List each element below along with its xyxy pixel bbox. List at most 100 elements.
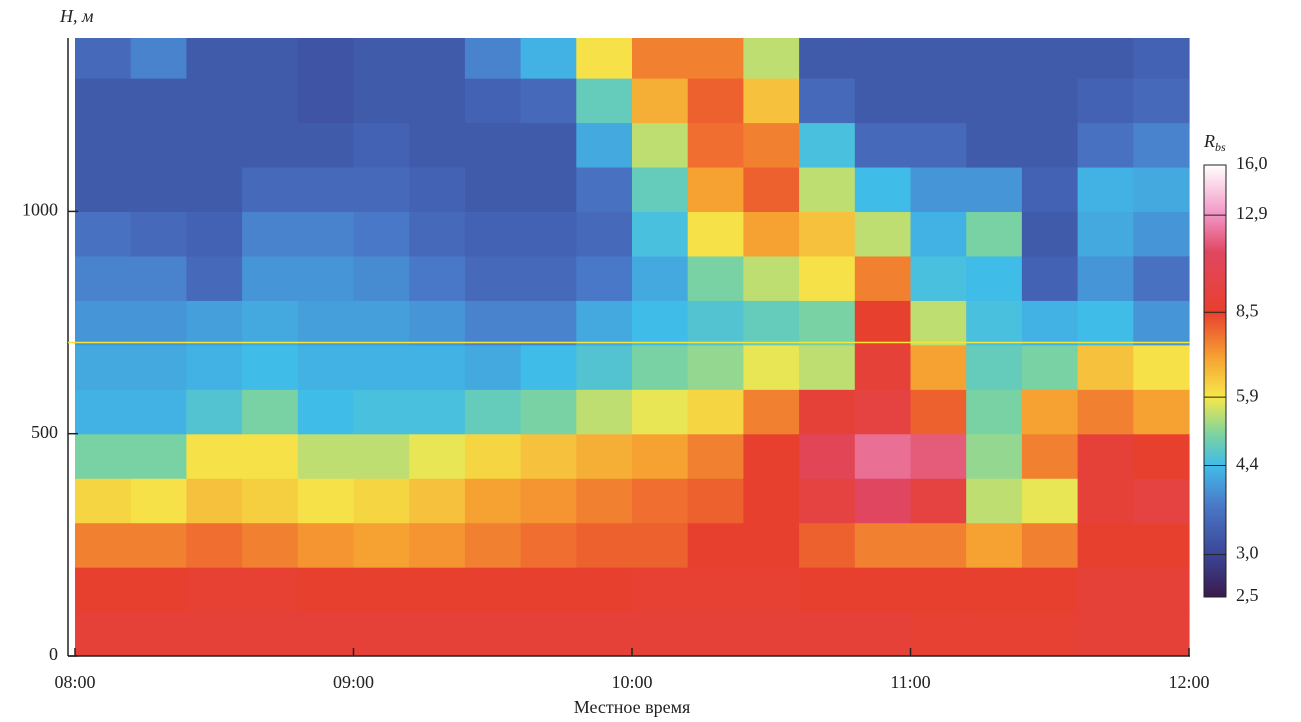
- heatmap-cell: [242, 122, 299, 168]
- y-tick-label: 1000: [22, 200, 58, 220]
- heatmap-cell: [854, 567, 912, 613]
- heatmap-cell: [520, 38, 577, 79]
- heatmap-cell: [297, 211, 355, 257]
- heatmap-cell: [242, 166, 299, 212]
- heatmap-cell: [409, 38, 466, 79]
- heatmap-cell: [910, 389, 967, 435]
- heatmap-cell: [576, 611, 633, 656]
- heatmap-cell: [297, 78, 355, 124]
- heatmap-cell: [75, 611, 132, 656]
- heatmap-cell: [632, 522, 689, 568]
- heatmap-cell: [632, 433, 689, 479]
- colorbar-label-sub: bs: [1215, 140, 1226, 154]
- heatmap-cell: [409, 300, 466, 346]
- heatmap-cell: [1021, 389, 1079, 435]
- heatmap-cell: [576, 255, 633, 301]
- heatmap-cell: [75, 522, 132, 568]
- heatmap-cell: [353, 522, 410, 568]
- heatmap-cell: [966, 389, 1023, 435]
- heatmap-cell: [743, 611, 800, 656]
- heatmap-cell: [186, 38, 243, 79]
- heatmap-cell: [297, 433, 355, 479]
- heatmap-cell: [576, 38, 633, 79]
- heatmap-cell: [130, 478, 187, 524]
- heatmap-cell: [1021, 344, 1079, 390]
- heatmap-cell: [1133, 38, 1190, 79]
- x-tick-label: 09:00: [333, 672, 374, 692]
- heatmap-cell: [1077, 567, 1134, 613]
- heatmap-cell: [854, 78, 912, 124]
- heatmap-cell: [353, 122, 410, 168]
- heatmap-cell: [1133, 478, 1190, 524]
- heatmap-cell: [854, 300, 912, 346]
- heatmap-cell: [1077, 255, 1134, 301]
- heatmap-cell: [464, 166, 522, 212]
- heatmap-cell: [242, 478, 299, 524]
- heatmap-cell: [966, 567, 1023, 613]
- heatmap-cell: [464, 122, 522, 168]
- heatmap-cell: [353, 478, 410, 524]
- y-tick-label: 500: [31, 422, 58, 442]
- heatmap-cell: [1021, 211, 1079, 257]
- heatmap-cell: [743, 166, 800, 212]
- heatmap-cell: [743, 38, 800, 79]
- heatmap-cell: [130, 300, 187, 346]
- heatmap-cell: [130, 433, 187, 479]
- heatmap-cell: [1133, 433, 1190, 479]
- heatmap-cell: [1077, 522, 1134, 568]
- heatmap-cell: [1133, 300, 1190, 346]
- heatmap-cell: [687, 255, 744, 301]
- heatmap-cell: [966, 78, 1023, 124]
- heatmap-cell: [1077, 344, 1134, 390]
- heatmap-cell: [130, 344, 187, 390]
- heatmap-cell: [966, 166, 1023, 212]
- heatmap-cell: [966, 38, 1023, 79]
- heatmap-cell: [576, 478, 633, 524]
- heatmap-cell: [687, 38, 744, 79]
- heatmap-cell: [130, 389, 187, 435]
- heatmap-cell: [520, 344, 577, 390]
- heatmap-cell: [75, 211, 132, 257]
- heatmap-cell: [353, 211, 410, 257]
- heatmap-cell: [799, 255, 856, 301]
- heatmap-cell: [966, 522, 1023, 568]
- heatmap-cell: [799, 389, 856, 435]
- heatmap-cell: [687, 389, 744, 435]
- heatmap-cell: [910, 38, 967, 79]
- heatmap-cell: [632, 344, 689, 390]
- y-tick-label: 0: [49, 644, 58, 664]
- heatmap-cell: [1077, 166, 1134, 212]
- heatmap-cell: [576, 78, 633, 124]
- colorbar-tick-label: 5,9: [1236, 385, 1259, 405]
- heatmap-cell: [632, 389, 689, 435]
- colorbar-label-main: R: [1203, 131, 1215, 151]
- heatmap-cell: [75, 78, 132, 124]
- heatmap-cell: [242, 433, 299, 479]
- heatmap-cell: [966, 478, 1023, 524]
- heatmap-cell: [632, 567, 689, 613]
- heatmap-cell: [576, 300, 633, 346]
- heatmap-cell: [242, 611, 299, 656]
- y-axis-label: H, м: [59, 6, 94, 26]
- heatmap-cell: [130, 567, 187, 613]
- heatmap-cell: [1133, 78, 1190, 124]
- heatmap-cell: [520, 78, 577, 124]
- heatmap-cell: [464, 611, 522, 656]
- heatmap-cell: [1021, 122, 1079, 168]
- heatmap-cell: [409, 166, 466, 212]
- colorbar: [1203, 164, 1227, 598]
- heatmap-cell: [966, 433, 1023, 479]
- heatmap-cell: [799, 611, 856, 656]
- heatmap-cell: [409, 255, 466, 301]
- heatmap-cell: [799, 344, 856, 390]
- heatmap-cell: [910, 611, 967, 656]
- heatmap-cell: [353, 78, 410, 124]
- heatmap-cell: [520, 211, 577, 257]
- heatmap-cell: [186, 389, 243, 435]
- heatmap-cell: [520, 122, 577, 168]
- heatmap-cell: [910, 478, 967, 524]
- heatmap-cell: [464, 567, 522, 613]
- heatmap-cell: [186, 166, 243, 212]
- heatmap-cell: [353, 344, 410, 390]
